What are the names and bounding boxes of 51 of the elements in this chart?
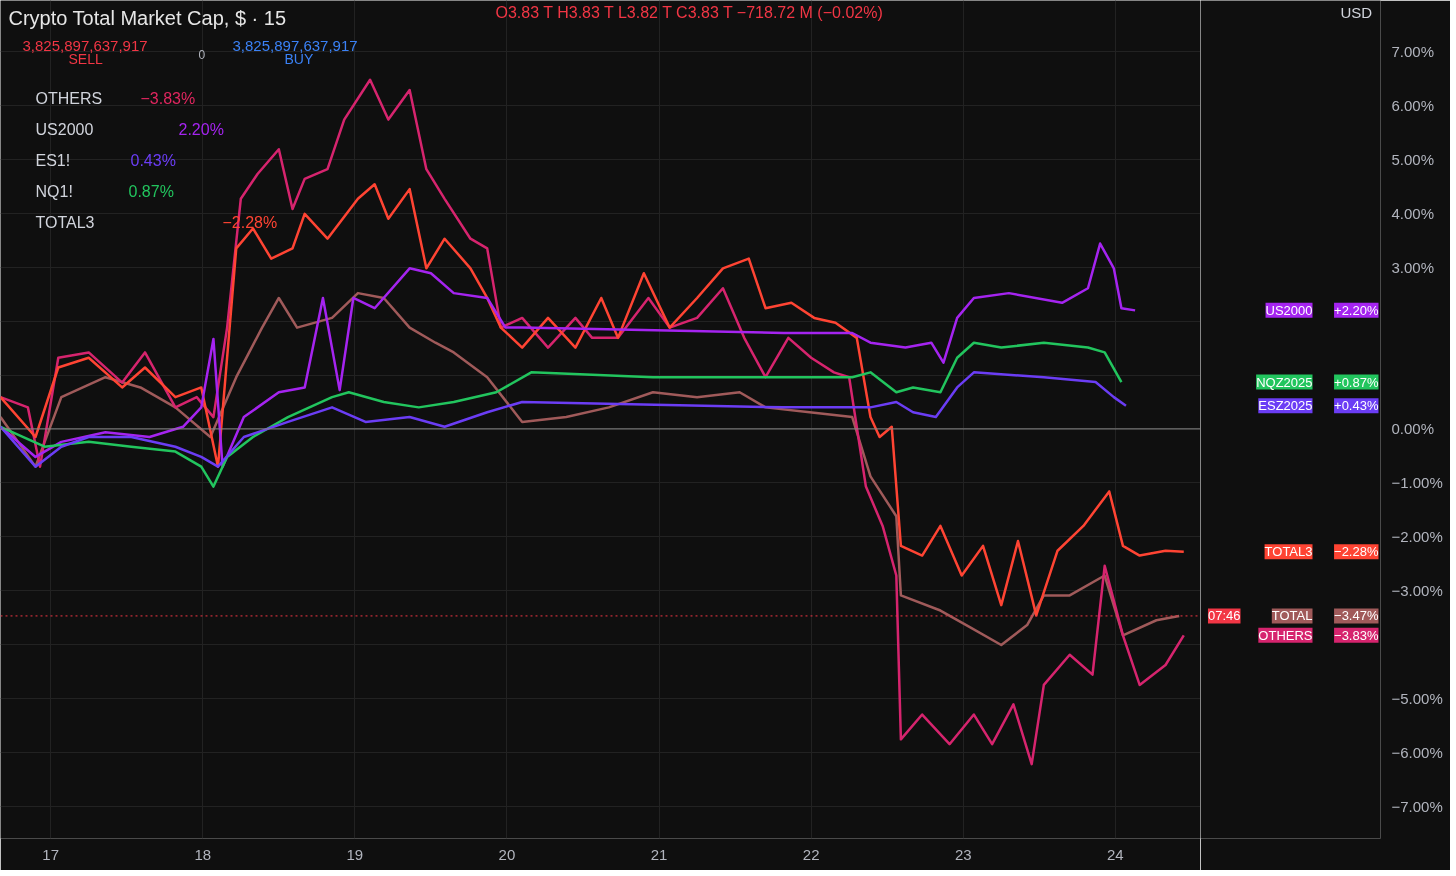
line-series: [0, 341, 1123, 488]
text: +0.43%: [1334, 398, 1379, 414]
legend-label: ESZ2025: [1258, 398, 1313, 414]
annotation: −3.83%: [140, 89, 196, 107]
annotation: TOTAL3: [35, 213, 95, 231]
x-tick-label: 18: [194, 845, 212, 863]
annotation: 3,825,897,637,917: [22, 36, 148, 54]
text: USD: [1340, 3, 1373, 21]
legend-label: OTHERS: [1258, 627, 1313, 643]
line-series: [0, 183, 1186, 617]
legend-label: NQZ2025: [1256, 374, 1313, 390]
y-tick-label: 4.00%: [1391, 204, 1435, 222]
y-tick-label: −7.00%: [1391, 797, 1443, 815]
x-tick-label: 22: [802, 845, 820, 863]
y-tick-label: −6.00%: [1391, 743, 1443, 761]
x-tick-label: 17: [42, 845, 60, 863]
y-tick-label: 7.00%: [1391, 43, 1435, 61]
annotation: OTHERS: [35, 89, 103, 107]
text: 07:46: [1207, 608, 1241, 624]
y-tick-label: −3.00%: [1391, 582, 1443, 600]
annotation: 2.20%: [178, 120, 224, 138]
y-tick-label: −1.00%: [1391, 474, 1443, 492]
annotation: 0.87%: [128, 182, 174, 200]
y-tick-label: 5.00%: [1391, 150, 1435, 168]
x-tick-label: 23: [954, 845, 972, 863]
text: −3.83%: [1334, 627, 1379, 643]
x-tick-label: 20: [498, 845, 516, 863]
y-tick-label: −5.00%: [1391, 689, 1443, 707]
annotation: US2000: [35, 120, 94, 138]
text: −3.47%: [1334, 608, 1379, 624]
y-tick-label: −2.00%: [1391, 528, 1443, 546]
chart-title: Crypto Total Market Cap, $ · 15: [8, 6, 287, 29]
x-tick-label: 21: [650, 845, 668, 863]
y-tick-label: 3.00%: [1391, 258, 1435, 276]
text: −2.28%: [1334, 544, 1379, 560]
x-tick-label: 24: [1106, 845, 1124, 863]
text: +2.20%: [1334, 302, 1379, 318]
legend-label: US2000: [1265, 302, 1313, 318]
annotation: ES1!: [35, 151, 71, 169]
annotation: 0.43%: [130, 151, 176, 169]
annotation: 0: [198, 47, 206, 62]
legend-label: TOTAL: [1271, 608, 1313, 624]
x-tick-label: 19: [346, 845, 364, 863]
line-series: [0, 78, 1186, 766]
annotation: NQ1!: [35, 182, 73, 200]
annotation: 3,825,897,637,917: [232, 36, 358, 54]
annotation: O3.83 T H3.83 T L3.82 T C3.83 T −718.72 M (−0.02%): [495, 3, 883, 21]
y-tick-label: 0.00%: [1391, 420, 1435, 438]
y-tick-label: 6.00%: [1391, 97, 1435, 115]
line-series: [0, 371, 1128, 468]
text: +0.87%: [1334, 374, 1379, 390]
